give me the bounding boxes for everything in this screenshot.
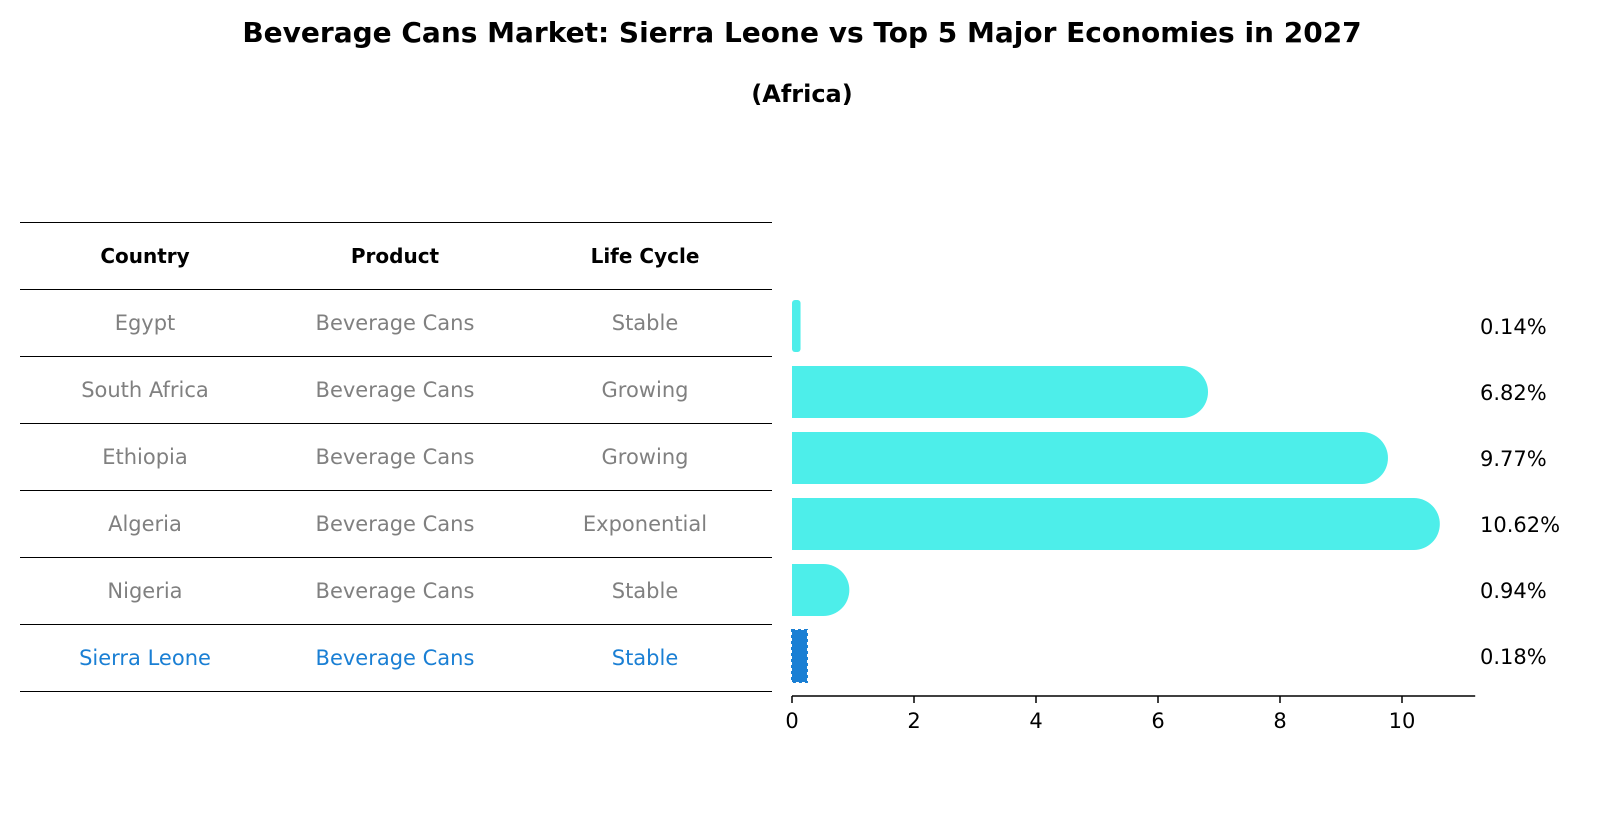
value-labels-layer: 0.14% 6.82% 9.77% 10.62% 0.94% 0.18%	[1480, 315, 1560, 669]
cell-life-cycle: Stable	[611, 646, 679, 670]
value-label-south-africa: 6.82%	[1480, 381, 1547, 405]
bar-sierra-leone	[791, 629, 808, 683]
header-country: Country	[100, 244, 190, 268]
bars-layer	[791, 300, 1440, 683]
bar-algeria	[792, 498, 1440, 550]
bar-south-africa	[792, 366, 1209, 418]
x-axis: 0 2 4 6 8 10	[785, 695, 1476, 733]
cell-product: Beverage Cans	[315, 646, 475, 670]
cell-product: Beverage Cans	[315, 378, 475, 402]
value-label-sierra-leone: 0.18%	[1480, 645, 1547, 669]
table-row: Egypt Beverage Cans Stable	[20, 289, 772, 356]
x-tick-label-6: 6	[1151, 709, 1164, 733]
bar-nigeria	[792, 564, 850, 616]
cell-life-cycle: Growing	[601, 378, 689, 402]
bar-ethiopia	[792, 432, 1388, 484]
cell-life-cycle: Exponential	[582, 512, 708, 536]
x-tick-label-10: 10	[1389, 709, 1416, 733]
table-row: South Africa Beverage Cans Growing	[20, 356, 772, 423]
cell-life-cycle: Stable	[611, 579, 679, 603]
x-tick-label-8: 8	[1273, 709, 1286, 733]
table-row: Ethiopia Beverage Cans Growing	[20, 423, 772, 490]
country-table: Country Product Life Cycle Egypt Beverag…	[20, 222, 772, 692]
value-label-ethiopia: 9.77%	[1480, 447, 1547, 471]
value-label-algeria: 10.62%	[1480, 513, 1560, 537]
chart-title: Beverage Cans Market: Sierra Leone vs To…	[242, 16, 1362, 49]
cell-country: Nigeria	[107, 579, 183, 603]
cell-product: Beverage Cans	[315, 445, 475, 469]
cell-country: South Africa	[81, 378, 209, 402]
table-row: Nigeria Beverage Cans Stable	[20, 557, 772, 624]
table-row: Algeria Beverage Cans Exponential	[20, 490, 772, 557]
header-life-cycle: Life Cycle	[590, 244, 700, 268]
chart-subtitle: (Africa)	[751, 80, 853, 108]
cell-life-cycle: Stable	[611, 311, 679, 335]
cell-country: Egypt	[114, 311, 176, 335]
table-header-row: Country Product Life Cycle	[20, 222, 772, 289]
x-tick-label-0: 0	[785, 709, 798, 733]
value-label-nigeria: 0.94%	[1480, 579, 1547, 603]
cell-country: Ethiopia	[102, 445, 188, 469]
value-label-egypt: 0.14%	[1480, 315, 1547, 339]
x-tick-label-2: 2	[907, 709, 920, 733]
cell-country: Algeria	[108, 512, 182, 536]
bar-egypt	[792, 300, 801, 352]
x-tick-label-4: 4	[1029, 709, 1042, 733]
cell-product: Beverage Cans	[315, 512, 475, 536]
cell-life-cycle: Growing	[601, 445, 689, 469]
table-row-highlighted: Sierra Leone Beverage Cans Stable	[20, 624, 772, 692]
header-product: Product	[350, 244, 440, 268]
cell-product: Beverage Cans	[315, 579, 475, 603]
cell-country: Sierra Leone	[79, 646, 211, 670]
cell-product: Beverage Cans	[315, 311, 475, 335]
